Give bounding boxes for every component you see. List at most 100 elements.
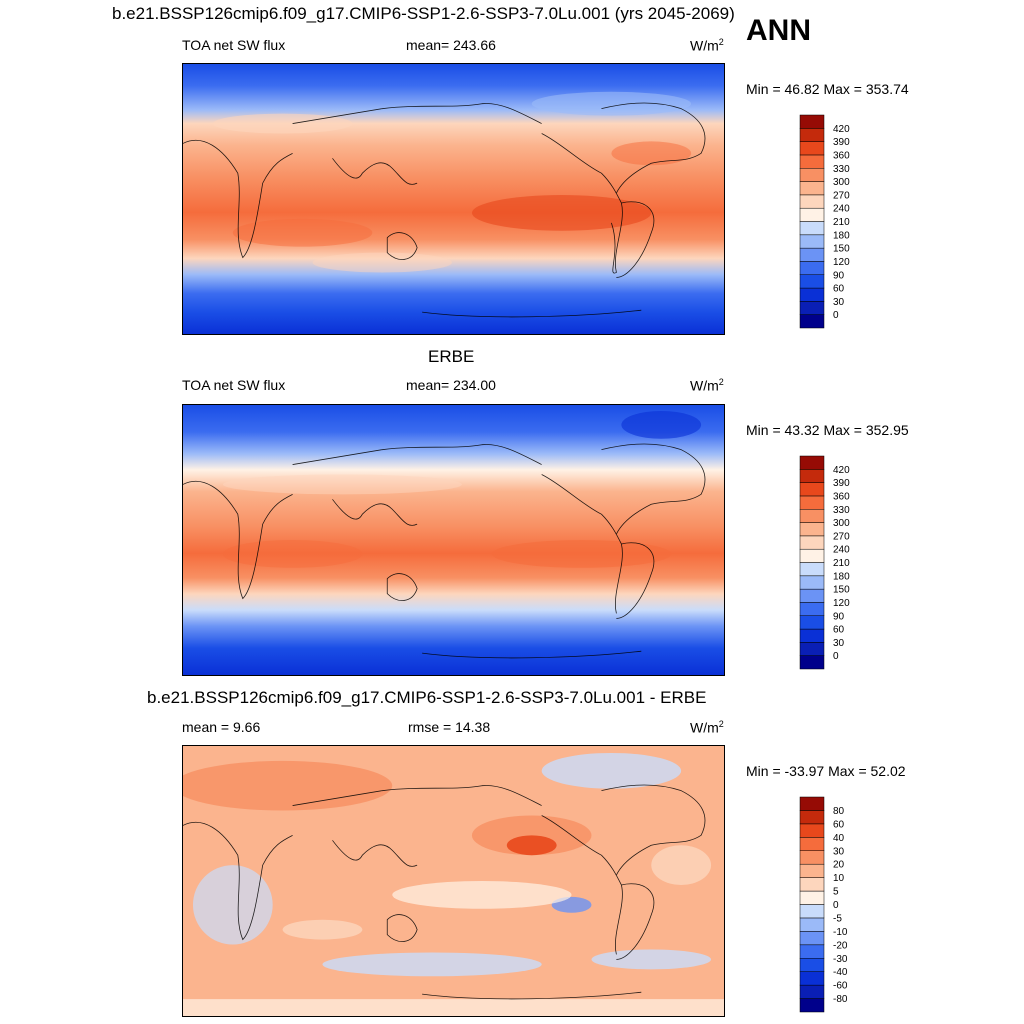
panel3-units: W/m2 <box>690 719 724 736</box>
colorbar-tick-label: 60 <box>833 819 845 830</box>
colorbar-swatch <box>799 837 825 851</box>
colorbar-swatch <box>799 522 825 537</box>
colorbar-swatch <box>799 850 825 865</box>
panel2-minmax: Min = 43.32 Max = 352.95 <box>746 422 909 438</box>
colorbar-tick-label: 10 <box>833 873 845 884</box>
colorbar-swatch <box>799 455 825 470</box>
colorbar-tick-label: 300 <box>833 518 850 529</box>
colorbar-tick-label: 180 <box>833 571 850 582</box>
colorbar-swatch <box>799 548 825 563</box>
colorbar-swatch <box>799 890 825 905</box>
colorbar-swatch <box>799 114 825 129</box>
colorbar-swatch <box>799 314 825 329</box>
colorbar-tick-label: 30 <box>833 297 845 308</box>
colorbar-tick-label: 270 <box>833 531 850 542</box>
colorbar-tick-label: -5 <box>833 913 842 924</box>
panel3-mean-label: mean = 9.66 <box>182 719 261 735</box>
colorbar-swatch <box>799 194 825 209</box>
colorbar-tick-label: 30 <box>833 638 845 649</box>
colorbar-tick-label: 420 <box>833 465 850 476</box>
colorbar-tick-label: -30 <box>833 954 848 965</box>
colorbar-swatch <box>799 562 825 577</box>
colorbar-tick-label: 390 <box>833 478 850 489</box>
colorbar-swatch <box>799 796 825 811</box>
colorbar-swatch <box>799 863 825 878</box>
panel3-map <box>182 745 725 1017</box>
colorbar-tick-label: 330 <box>833 164 850 175</box>
colorbar-tick-label: 210 <box>833 558 850 569</box>
colorbar-swatch <box>799 823 825 838</box>
panel3-colorbar: -80 -60 -40 -30 -20 -10 -5 0 5 10 20 30 40 60 80 <box>799 796 848 1013</box>
colorbar-tick-label: -80 <box>833 994 848 1005</box>
colorbar-swatch <box>799 287 825 302</box>
colorbar-tick-label: -10 <box>833 927 848 938</box>
panel2-mean-label: mean= 234.00 <box>406 377 496 393</box>
panel2-map <box>182 404 725 676</box>
colorbar-swatch <box>799 154 825 169</box>
season-label: ANN <box>746 14 811 47</box>
panel2-title: ERBE <box>428 347 475 366</box>
colorbar-swatch <box>799 998 825 1013</box>
colorbar-swatch <box>799 615 825 630</box>
panel2-colorbar: 0 30 60 90 120 150 180 210 240 270 300 330 360 390 420 <box>799 455 850 670</box>
colorbar-swatch <box>799 207 825 222</box>
colorbar-swatch <box>799 221 825 236</box>
colorbar-swatch <box>799 495 825 510</box>
colorbar-tick-label: 180 <box>833 230 850 241</box>
colorbar-swatch <box>799 509 825 523</box>
panel1-units: W/m2 <box>690 37 724 54</box>
panel1-mean-label: mean= 243.66 <box>406 37 496 53</box>
colorbar-tick-label: 240 <box>833 204 850 215</box>
colorbar-tick-label: 270 <box>833 190 850 201</box>
panel1-colorbar: 0 30 60 90 120 150 180 210 240 270 300 330 360 390 420 <box>799 114 850 329</box>
colorbar-tick-label: 80 <box>833 806 845 817</box>
colorbar-tick-label: 90 <box>833 270 845 281</box>
colorbar-swatch <box>799 261 825 275</box>
colorbar-swatch <box>799 234 825 249</box>
colorbar-tick-label: 360 <box>833 150 850 161</box>
colorbar-tick-label: 20 <box>833 860 845 871</box>
colorbar-tick-label: 420 <box>833 124 850 135</box>
colorbar-tick-label: 60 <box>833 284 845 295</box>
colorbar-tick-label: 5 <box>833 887 839 898</box>
colorbar-swatch <box>799 141 825 156</box>
colorbar-tick-label: 90 <box>833 611 845 622</box>
panel2-variable-label: TOA net SW flux <box>182 377 286 393</box>
colorbar-tick-label: -20 <box>833 940 848 951</box>
colorbar-swatch <box>799 917 825 932</box>
colorbar-swatch <box>799 628 825 643</box>
colorbar-tick-label: 360 <box>833 491 850 502</box>
colorbar-tick-label: 0 <box>833 900 839 911</box>
panel3-rmse-label: rmse = 14.38 <box>408 719 491 735</box>
panel2-units: W/m2 <box>690 377 724 394</box>
colorbar-swatch <box>799 128 825 142</box>
colorbar-tick-label: 40 <box>833 833 845 844</box>
colorbar-tick-label: 330 <box>833 505 850 516</box>
panel1-map <box>182 63 725 335</box>
colorbar-tick-label: 150 <box>833 244 850 255</box>
colorbar-swatch <box>799 642 825 656</box>
colorbar-swatch <box>799 274 825 289</box>
colorbar-tick-label: 300 <box>833 177 850 188</box>
panel1-title: b.e21.BSSP126cmip6.f09_g17.CMIP6-SSP1-2.… <box>112 4 735 23</box>
colorbar-swatch <box>799 877 825 892</box>
colorbar-swatch <box>799 482 825 497</box>
colorbar-swatch <box>799 904 825 919</box>
panel1-variable-label: TOA net SW flux <box>182 37 286 53</box>
colorbar-swatch <box>799 588 825 603</box>
panel1-minmax: Min = 46.82 Max = 353.74 <box>746 81 909 97</box>
colorbar-swatch <box>799 247 825 262</box>
colorbar-tick-label: 0 <box>833 651 839 662</box>
colorbar-swatch <box>799 602 825 616</box>
colorbar-swatch <box>799 931 825 946</box>
colorbar-tick-label: 0 <box>833 310 839 321</box>
colorbar-tick-label: -40 <box>833 967 848 978</box>
colorbar-swatch <box>799 535 825 550</box>
colorbar-swatch <box>799 944 825 959</box>
colorbar-swatch <box>799 958 825 972</box>
colorbar-swatch <box>799 301 825 315</box>
panel3-title: b.e21.BSSP126cmip6.f09_g17.CMIP6-SSP1-2.… <box>147 688 707 707</box>
colorbar-tick-label: 30 <box>833 846 845 857</box>
colorbar-swatch <box>799 971 825 986</box>
colorbar-swatch <box>799 810 825 825</box>
